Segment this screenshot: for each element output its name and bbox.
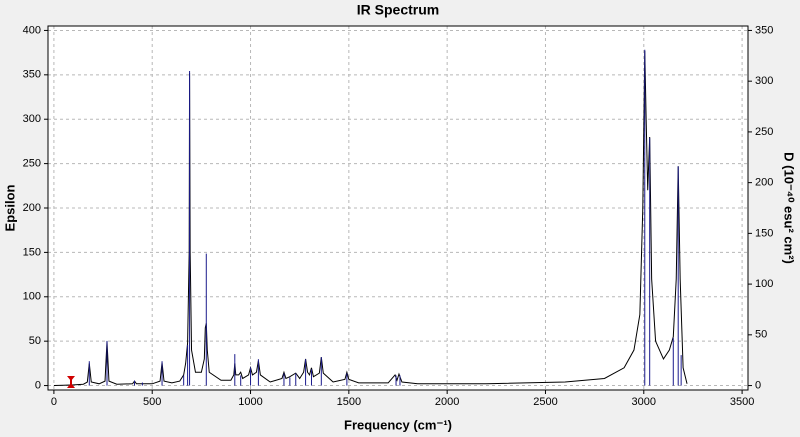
y-tick-label: 150 xyxy=(23,246,41,258)
y2-tick-label: 350 xyxy=(755,24,773,36)
x-tick-label: 3000 xyxy=(632,396,656,408)
y-tick-label: 100 xyxy=(23,291,41,303)
spectrum-line xyxy=(53,50,688,387)
y-tick-label: 50 xyxy=(29,335,41,347)
x-tick-label: 1000 xyxy=(238,396,262,408)
x-tick-label: 2500 xyxy=(533,396,557,408)
x-tick-label: 500 xyxy=(143,396,161,408)
y2-tick-label: 0 xyxy=(755,379,761,391)
y-tick-label: 350 xyxy=(23,69,41,81)
y-tick-label: 300 xyxy=(23,113,41,125)
y-axis-label: Epsilon xyxy=(2,184,17,231)
y2-tick-label: 100 xyxy=(755,278,773,290)
marks xyxy=(53,49,688,387)
y-tick-label: 200 xyxy=(23,202,41,214)
x-tick-label: 1500 xyxy=(337,396,361,408)
y-tick-label: 250 xyxy=(23,158,41,170)
y2-tick-label: 200 xyxy=(755,177,773,189)
y2-tick-label: 50 xyxy=(755,329,767,341)
y-tick-label: 400 xyxy=(23,24,41,36)
cursor-marker xyxy=(67,376,75,388)
x-tick-label: 0 xyxy=(51,396,57,408)
y-tick-label: 0 xyxy=(35,379,41,391)
x-tick-label: 3500 xyxy=(730,396,754,408)
y2-tick-label: 250 xyxy=(755,126,773,138)
x-axis-label: Frequency (cm⁻¹) xyxy=(344,417,452,432)
chart-title: IR Spectrum xyxy=(357,2,439,18)
y2-tick-label: 150 xyxy=(755,227,773,239)
x-tick-label: 2000 xyxy=(435,396,459,408)
grid xyxy=(48,26,748,390)
marker-head xyxy=(67,376,75,388)
y2-tick-label: 300 xyxy=(755,75,773,87)
y2-axis-label: D (10⁻⁴⁰ esu² cm²) xyxy=(782,152,797,264)
